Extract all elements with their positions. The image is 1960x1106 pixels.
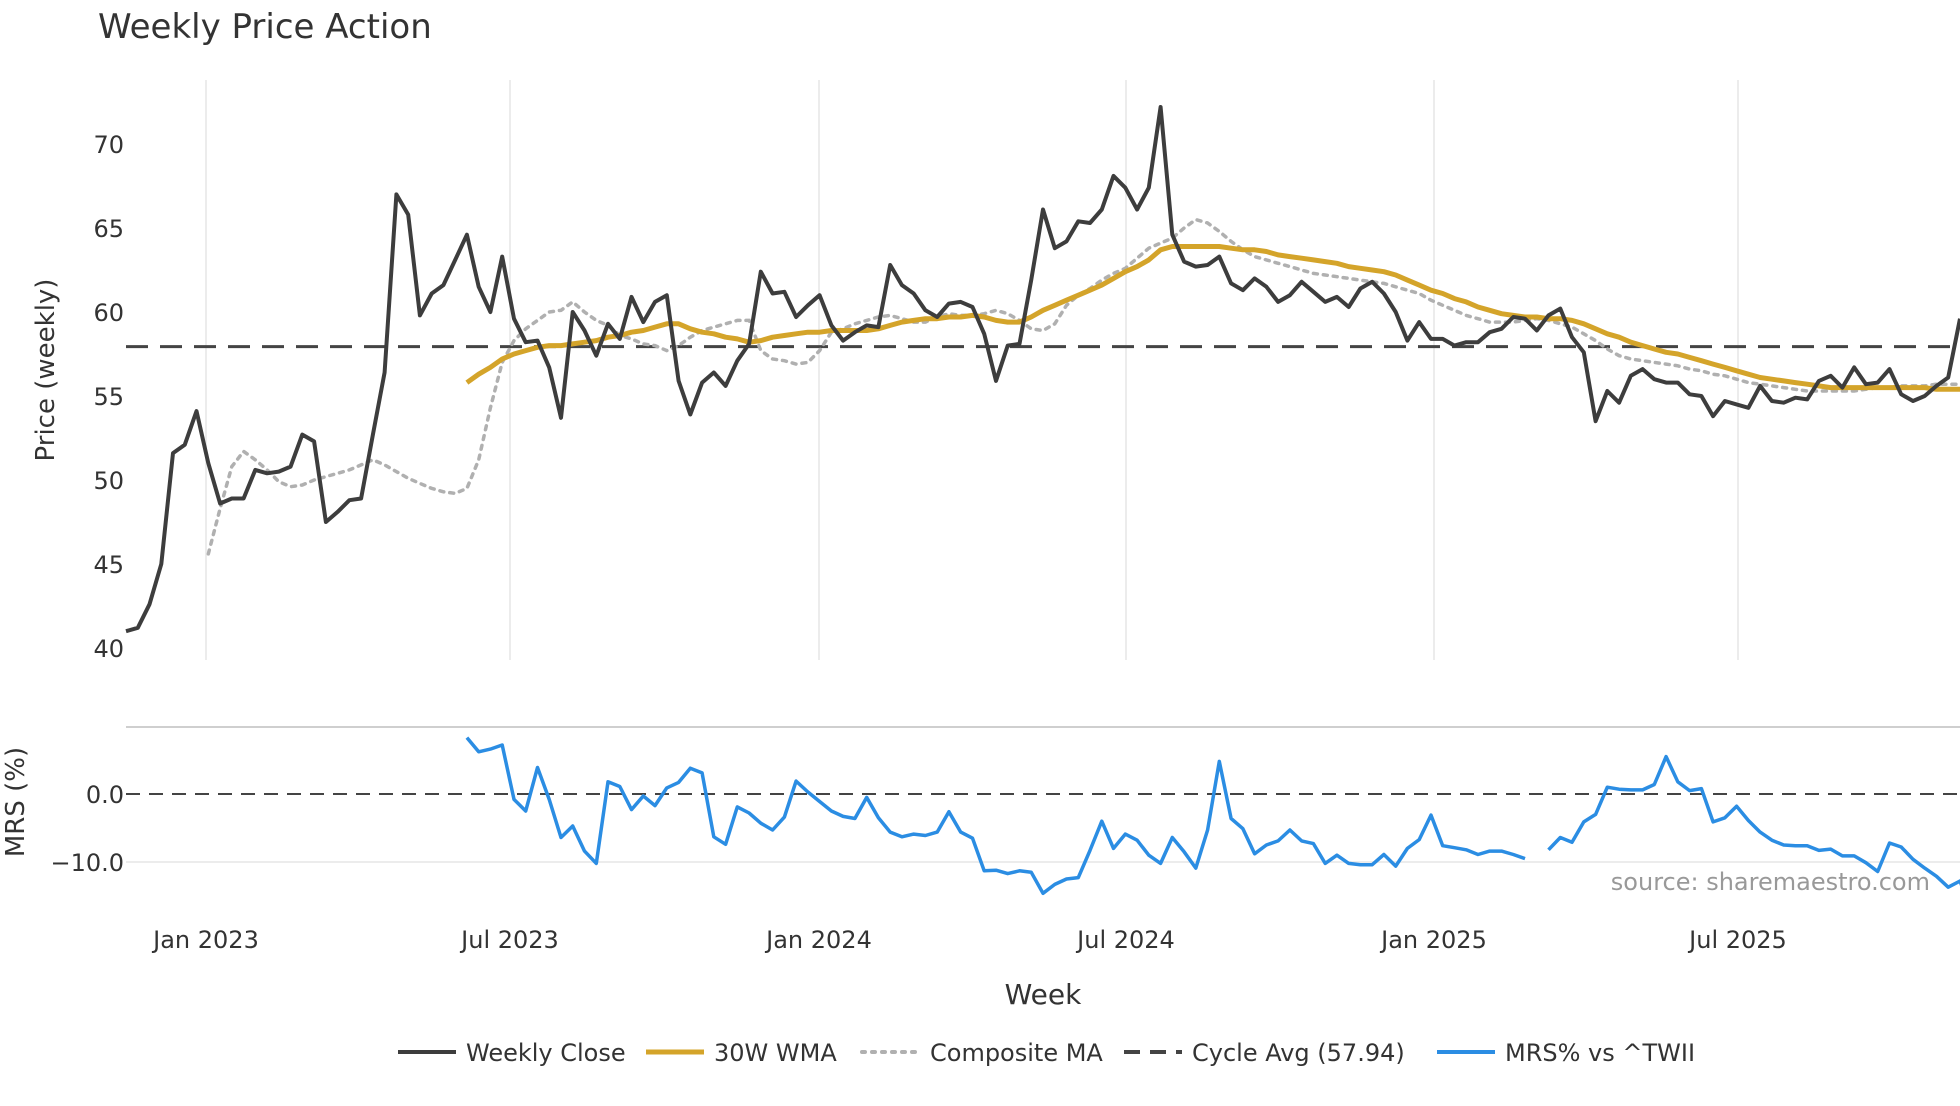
price-y-tick-label: 45 (93, 551, 124, 579)
weekly-close-series (125, 105, 1960, 634)
price-y-tick-label: 60 (93, 299, 124, 327)
legend-label-mrs: MRS% vs ^TWII (1505, 1039, 1695, 1067)
source-note: source: sharemaestro.com (1611, 868, 1930, 896)
legend: Weekly Close 30W WMA Composite MA Cycle Avg… (398, 1039, 1695, 1067)
x-tick-label: Jul 2025 (1687, 926, 1787, 954)
mrs-y-tick-label: 0.0 (86, 781, 124, 809)
wma-30-series (465, 244, 1960, 392)
x-axis-label: Week (1005, 978, 1082, 1011)
price-y-ticks: 40 45 50 55 60 65 70 (93, 131, 124, 663)
legend-label-wma: 30W WMA (714, 1039, 837, 1067)
legend-label-close: Weekly Close (466, 1039, 626, 1067)
chart-title: Weekly Price Action (98, 7, 432, 47)
price-y-tick-label: 40 (93, 635, 124, 663)
mrs-y-tick-label: −10.0 (50, 849, 124, 877)
legend-label-cycle: Cycle Avg (57.94) (1192, 1039, 1405, 1067)
price-y-tick-label: 50 (93, 467, 124, 495)
x-tick-label: Jan 2025 (1379, 926, 1487, 954)
price-y-axis-label: Price (weekly) (31, 279, 61, 462)
composite-ma-series (206, 217, 1960, 556)
price-y-tick-label: 65 (93, 215, 124, 243)
legend-label-composite: Composite MA (930, 1039, 1103, 1067)
x-tick-label: Jan 2023 (151, 926, 259, 954)
x-tick-label: Jul 2023 (459, 926, 559, 954)
price-y-tick-label: 55 (93, 383, 124, 411)
x-tick-label: Jan 2024 (764, 926, 872, 954)
price-y-tick-label: 70 (93, 131, 124, 159)
series-layer (125, 105, 1960, 896)
x-tick-label: Jul 2024 (1075, 926, 1175, 954)
x-ticks: Jan 2023 Jul 2023 Jan 2024 Jul 2024 Jan 2025… (151, 926, 1787, 954)
mrs-y-ticks: 0.0 −10.0 (50, 781, 124, 877)
mrs-series (465, 736, 1960, 896)
mrs-y-axis-label: MRS (%) (1, 747, 31, 857)
